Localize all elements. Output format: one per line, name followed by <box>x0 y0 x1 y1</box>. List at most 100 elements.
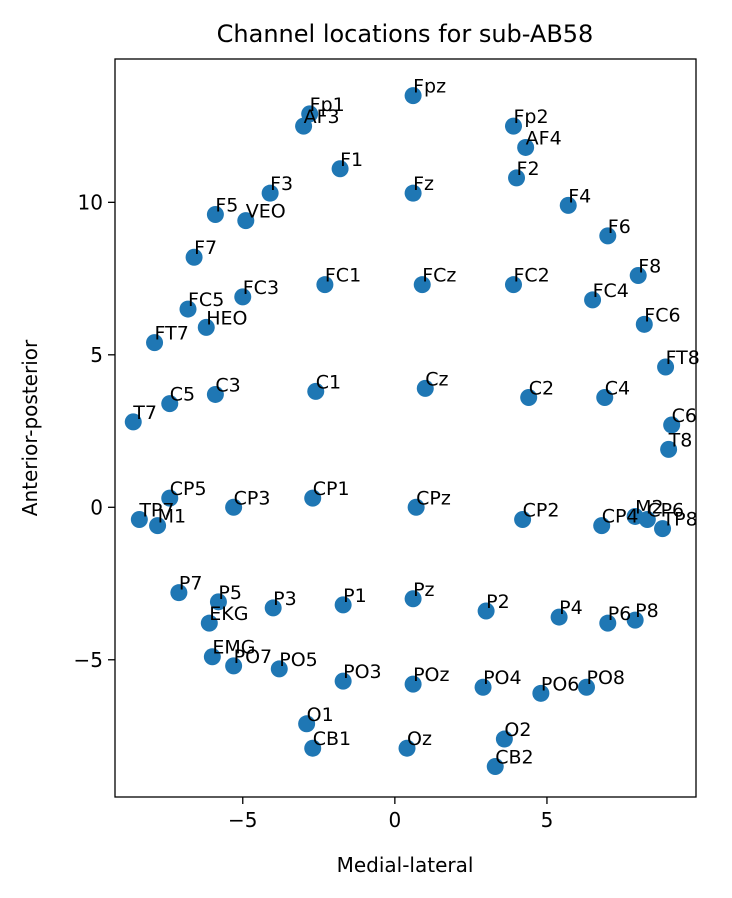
point-ft8 <box>657 358 675 376</box>
y-axis-title: Anterior-posterior <box>18 339 42 516</box>
point-label-cp1: CP1 <box>313 478 350 500</box>
point-cp4 <box>593 517 611 535</box>
point-label-af3: AF3 <box>304 106 340 128</box>
point-f1 <box>331 160 349 178</box>
point-label-c1: C1 <box>316 371 341 393</box>
point-label-c3: C3 <box>215 374 240 396</box>
point-label-p7: P7 <box>179 573 203 595</box>
point-label-c6: C6 <box>672 405 697 427</box>
point-p6 <box>599 614 617 632</box>
x-axis-title: Medial-lateral <box>337 853 474 877</box>
point-label-fc1: FC1 <box>325 265 361 287</box>
point-o1 <box>298 715 316 733</box>
point-fz <box>404 184 422 202</box>
point-t7 <box>124 413 142 431</box>
point-label-oz: Oz <box>407 728 432 750</box>
point-veo <box>237 212 255 230</box>
y-axis-ticks: −5 0 5 10 <box>74 190 115 672</box>
point-o2 <box>495 730 513 748</box>
plot-frame <box>114 58 697 798</box>
point-t8 <box>660 440 678 458</box>
point-label-cp6: CP6 <box>647 499 684 521</box>
point-fc1 <box>316 276 334 294</box>
point-label-f7: F7 <box>194 237 217 259</box>
point-label-p5: P5 <box>218 582 242 604</box>
point-label-f8: F8 <box>638 256 661 278</box>
point-f3 <box>261 184 279 202</box>
point-label-cb1: CB1 <box>313 728 351 750</box>
point-f4 <box>559 196 577 214</box>
point-label-ft8: FT8 <box>666 347 700 369</box>
point-p2 <box>477 602 495 620</box>
point-label-cp5: CP5 <box>170 478 207 500</box>
point-pz <box>404 590 422 608</box>
point-label-ft7: FT7 <box>155 323 189 345</box>
point-po7 <box>225 657 243 675</box>
point-label-fz: Fz <box>413 173 434 195</box>
point-f8 <box>629 267 647 285</box>
y-tick-label: 0 <box>90 495 103 519</box>
point-po5 <box>270 660 288 678</box>
point-fc2 <box>504 276 522 294</box>
point-label-fpz: Fpz <box>413 76 446 98</box>
point-cp1 <box>304 489 322 507</box>
point-po3 <box>334 672 352 690</box>
point-label-cz: Cz <box>425 368 448 390</box>
point-f7 <box>185 248 203 266</box>
point-label-pz: Pz <box>413 579 434 601</box>
point-f2 <box>508 169 526 187</box>
x-tick-label: −5 <box>228 808 257 832</box>
point-label-po5: PO5 <box>279 649 318 671</box>
point-af3 <box>295 117 313 135</box>
point-p3 <box>264 599 282 617</box>
point-label-o2: O2 <box>504 719 531 741</box>
point-fc6 <box>635 315 653 333</box>
point-oz <box>398 739 416 757</box>
point-cpz <box>407 498 425 516</box>
point-c4 <box>596 389 614 407</box>
point-label-fp1: Fp1 <box>310 94 345 116</box>
point-c1 <box>307 382 325 400</box>
point-label-p1: P1 <box>343 585 367 607</box>
x-axis-ticks: −5 0 5 <box>228 797 553 832</box>
point-f6 <box>599 227 617 245</box>
point-label-fcz: FCz <box>422 265 456 287</box>
point-c3 <box>206 385 224 403</box>
point-fc5 <box>179 300 197 318</box>
point-f5 <box>206 206 224 224</box>
point-label-c2: C2 <box>529 378 554 400</box>
point-poz <box>404 675 422 693</box>
point-label-t8: T8 <box>668 429 693 451</box>
x-tick-label: 5 <box>541 808 554 832</box>
point-c2 <box>520 389 538 407</box>
point-fp2 <box>504 117 522 135</box>
point-label-f4: F4 <box>568 185 591 207</box>
point-cb1 <box>304 739 322 757</box>
point-label-p8: P8 <box>635 600 659 622</box>
point-po4 <box>474 678 492 696</box>
point-label-po3: PO3 <box>343 661 382 683</box>
point-fc4 <box>584 291 602 309</box>
point-label-cp3: CP3 <box>234 487 271 509</box>
x-tick-label: 0 <box>388 808 401 832</box>
point-cz <box>416 379 434 397</box>
point-label-p3: P3 <box>273 588 297 610</box>
point-po8 <box>577 678 595 696</box>
point-label-c5: C5 <box>170 384 195 406</box>
point-label-fc3: FC3 <box>243 277 279 299</box>
point-p8 <box>626 611 644 629</box>
point-label-fc6: FC6 <box>644 304 680 326</box>
point-fc3 <box>234 288 252 306</box>
point-label-po4: PO4 <box>483 667 522 689</box>
point-m1 <box>149 517 167 535</box>
point-label-emg: EMG <box>212 637 255 659</box>
point-fpz <box>404 87 422 105</box>
point-af4 <box>517 138 535 156</box>
point-p7 <box>170 584 188 602</box>
point-c6 <box>663 416 681 434</box>
point-cp2 <box>514 510 532 528</box>
point-label-tp8: TP8 <box>662 509 698 531</box>
point-ft7 <box>146 334 164 352</box>
point-emg <box>203 648 221 666</box>
